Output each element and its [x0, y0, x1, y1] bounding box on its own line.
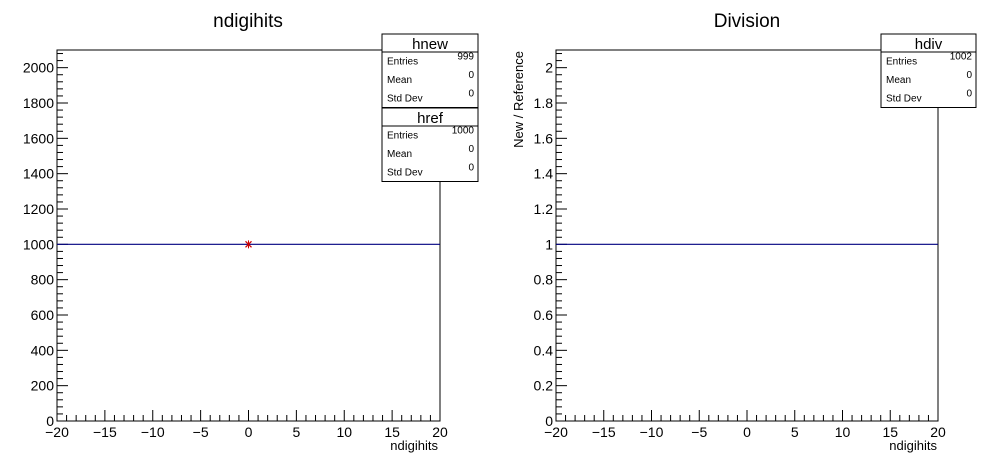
stats-row-label: Std Dev — [886, 94, 922, 105]
x-tick-label: 20 — [930, 424, 946, 440]
y-tick-label: 1400 — [23, 166, 54, 182]
stats-row-label: Entries — [886, 57, 917, 68]
y-tick-label: 1.6 — [534, 130, 554, 146]
x-axis-label: ndigihits — [889, 438, 937, 453]
y-tick-label: 0.8 — [534, 272, 554, 288]
x-tick-label: −10 — [640, 424, 664, 440]
stats-row-label: Std Dev — [387, 168, 423, 179]
y-tick-label: 1.2 — [534, 201, 554, 217]
series-marker-href — [245, 240, 252, 249]
y-tick-label: 0.4 — [534, 342, 554, 358]
stats-box-hnew: hnew Entries 999 Mean 0 Std Dev 0 — [381, 33, 479, 108]
x-tick-label: 15 — [384, 424, 400, 440]
stats-row-label: Entries — [387, 57, 418, 68]
panel-division: Division ndigihits New / Reference −20 −1… — [511, 11, 977, 453]
chart-title: Division — [714, 11, 781, 32]
stats-box-frame — [381, 107, 479, 182]
y-tick-label: 800 — [31, 272, 55, 288]
y-tick-label: 2 — [545, 60, 553, 76]
stats-row-label: Entries — [387, 131, 418, 142]
stats-box-title: hdiv — [915, 36, 943, 53]
x-tick-label: 5 — [791, 424, 799, 440]
y-axis-label: New / Reference — [511, 51, 526, 148]
y-tick-label: 2000 — [23, 60, 54, 76]
panel-ndigihits: ndigihits ndigihits −20 −15 −10 −5 0 5 10 15 200… — [23, 11, 479, 453]
x-tick-label: −15 — [93, 424, 117, 440]
x-tick-label: −20 — [45, 424, 69, 440]
stats-row-value: 1002 — [950, 52, 973, 63]
stats-row-value: 0 — [468, 89, 474, 100]
y-tick-label: 600 — [31, 307, 55, 323]
x-tick-label: −5 — [193, 424, 209, 440]
y-tick-label: 1200 — [23, 201, 54, 217]
y-tick-label: 400 — [31, 342, 55, 358]
y-tick-label: 1.8 — [534, 95, 554, 111]
x-tick-label: 0 — [743, 424, 751, 440]
stats-row-value: 0 — [966, 70, 972, 81]
x-tick-label: 5 — [292, 424, 300, 440]
stats-row-label: Mean — [387, 149, 412, 160]
stats-row-label: Mean — [886, 75, 911, 86]
y-tick-label: 0.6 — [534, 307, 554, 323]
stats-box-title: hnew — [412, 36, 448, 53]
x-tick-label: −20 — [544, 424, 568, 440]
y-tick-label: 0 — [46, 413, 54, 429]
x-tick-label: −5 — [691, 424, 707, 440]
y-tick-label: 1000 — [23, 236, 54, 252]
y-tick-label: 1 — [545, 236, 553, 252]
stats-row-value: 0 — [468, 163, 474, 174]
stats-row-value: 999 — [457, 52, 474, 63]
x-tick-label: −15 — [592, 424, 616, 440]
stats-box-title: href — [417, 110, 444, 127]
y-tick-label: 1.4 — [534, 166, 554, 182]
stats-row-value: 1000 — [452, 126, 475, 137]
stats-row-value: 0 — [468, 70, 474, 81]
y-tick-label: 200 — [31, 378, 55, 394]
y-tick-label: 0.2 — [534, 378, 554, 394]
y-tick-label: 0 — [545, 413, 553, 429]
y-tick-label: 1600 — [23, 130, 54, 146]
stats-box-hdiv: hdiv Entries 1002 Mean 0 Std Dev 0 — [880, 33, 977, 108]
chart-title: ndigihits — [213, 11, 283, 32]
stats-row-label: Mean — [387, 75, 412, 86]
x-axis-label: ndigihits — [390, 438, 438, 453]
x-tick-label: 0 — [245, 424, 253, 440]
x-tick-label: −10 — [141, 424, 165, 440]
stats-box-href: href Entries 1000 Mean 0 Std Dev 0 — [381, 107, 479, 182]
x-tick-label: 10 — [336, 424, 352, 440]
stats-row-value: 0 — [966, 89, 972, 100]
stats-row-value: 0 — [468, 144, 474, 155]
stats-row-label: Std Dev — [387, 94, 423, 105]
x-tick-label: 20 — [432, 424, 448, 440]
x-tick-label: 10 — [835, 424, 851, 440]
y-tick-label: 1800 — [23, 95, 54, 111]
stats-box-frame — [880, 33, 977, 108]
stats-box-frame — [381, 33, 479, 108]
x-tick-label: 15 — [882, 424, 898, 440]
